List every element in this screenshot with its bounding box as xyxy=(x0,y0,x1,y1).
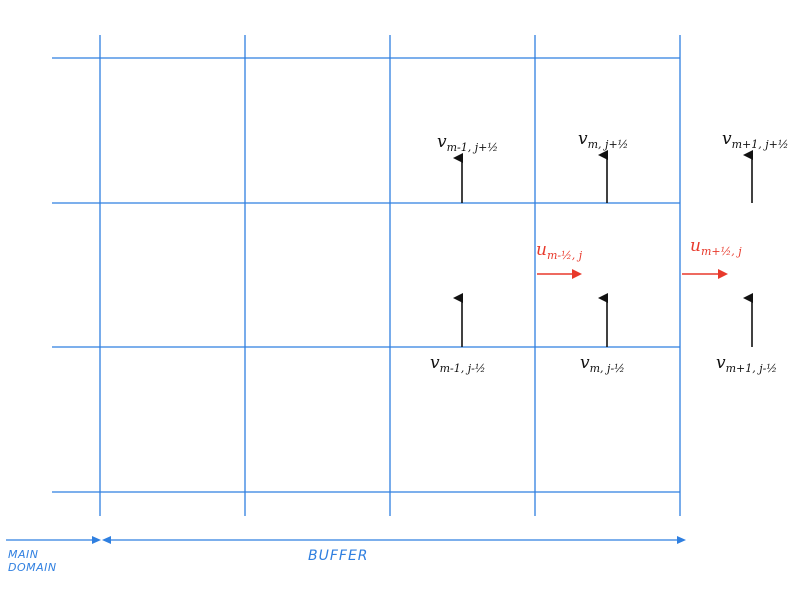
main-domain-label-line2: DOMAIN xyxy=(8,561,57,574)
label-v-top-left-sym: v xyxy=(437,132,447,152)
label-v-bot-left-sym: v xyxy=(430,353,440,373)
label-u-right-sub: m+½, j xyxy=(700,245,742,258)
label-v-top-mid: vm, j+½ xyxy=(578,129,629,151)
main-domain-arrowhead xyxy=(92,536,101,544)
label-u-right: um+½, j xyxy=(690,236,742,258)
u-arrowhead-left xyxy=(572,269,582,279)
label-v-bot-left-sub: m-1, j-½ xyxy=(439,362,486,375)
label-v-bot-left: vm-1, j-½ xyxy=(430,353,486,375)
region-arrows xyxy=(6,536,686,544)
main-domain-label: MAIN DOMAIN xyxy=(8,548,57,574)
v-arrows xyxy=(453,150,753,347)
label-u-right-sym: u xyxy=(690,236,701,256)
label-v-top-mid-sub: m, j+½ xyxy=(587,138,629,151)
label-v-top-right-sym: v xyxy=(722,129,732,149)
label-u-left-sub: m-½, j xyxy=(546,249,583,262)
label-v-top-mid-sym: v xyxy=(578,129,588,149)
grid-lines xyxy=(52,35,681,516)
label-v-bot-mid-sym: v xyxy=(580,353,590,373)
buffer-label: BUFFER xyxy=(308,548,369,564)
label-v-bot-right-sym: v xyxy=(716,353,726,373)
label-v-bot-right-sub: m+1, j-½ xyxy=(725,362,778,375)
label-v-top-left: vm-1, j+½ xyxy=(437,132,499,154)
label-v-bot-mid: vm, j-½ xyxy=(580,353,625,375)
label-v-bot-mid-sub: m, j-½ xyxy=(589,362,625,375)
label-v-top-left-sub: m-1, j+½ xyxy=(446,141,499,154)
buffer-arrowhead-right xyxy=(677,536,686,544)
u-arrowhead-right xyxy=(718,269,728,279)
label-v-top-right-sub: m+1, j+½ xyxy=(731,138,789,151)
main-domain-label-line1: MAIN xyxy=(8,548,39,561)
label-v-top-right: vm+1, j+½ xyxy=(722,129,789,151)
buffer-arrowhead-left xyxy=(102,536,111,544)
label-u-left: um-½, j xyxy=(536,240,583,262)
label-v-bot-right: vm+1, j-½ xyxy=(716,353,778,375)
u-arrows xyxy=(537,269,728,279)
label-u-left-sym: u xyxy=(536,240,547,260)
